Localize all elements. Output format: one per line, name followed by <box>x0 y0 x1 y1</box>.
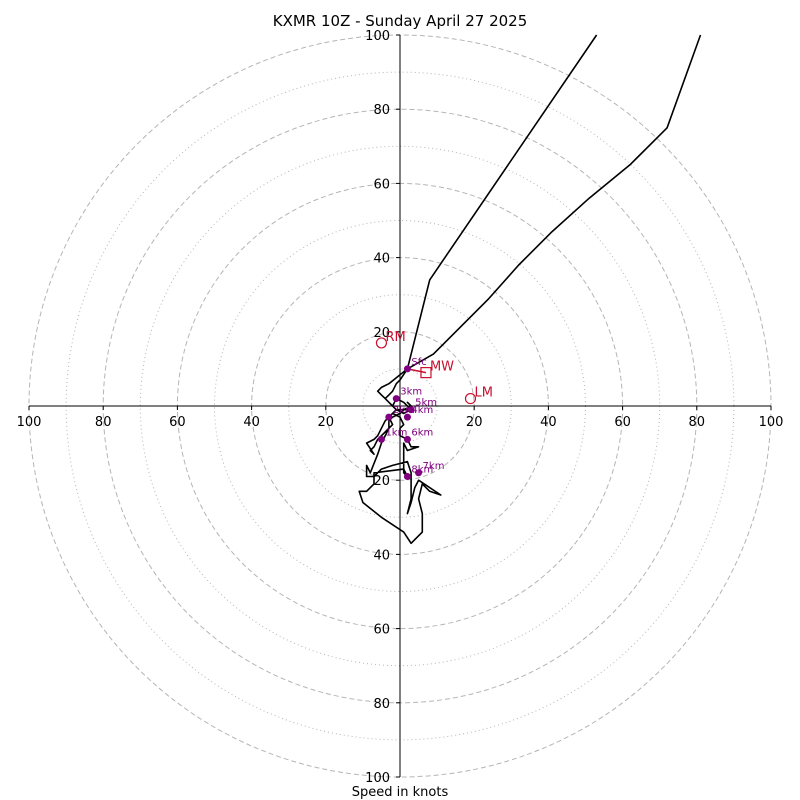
x-tick-label: 60 <box>169 415 186 430</box>
height-marker-label: 5km <box>415 398 437 409</box>
height-marker <box>415 469 423 477</box>
hodograph-line <box>358 34 702 545</box>
x-tick-label: 40 <box>540 415 557 430</box>
y-tick-label: 100 <box>365 29 390 44</box>
height-marker-label: 6km <box>411 427 433 438</box>
chart-title: KXMR 10Z - Sunday April 27 2025 <box>273 12 528 30</box>
height-marker <box>392 395 400 403</box>
y-tick-label: 20 <box>373 326 390 341</box>
storm-motion-marker <box>375 337 388 349</box>
x-tick-label: 100 <box>17 415 42 430</box>
y-tick-label: 80 <box>373 103 390 118</box>
height-marker <box>403 472 411 480</box>
hodograph-trace <box>358 34 702 545</box>
height-marker-label: 2km <box>393 405 415 416</box>
y-tick-label: 60 <box>373 177 390 192</box>
storm-motion-markers: RM MW LM <box>375 330 493 405</box>
height-marker <box>385 413 393 421</box>
storm-motion-marker <box>420 367 432 379</box>
x-tick-label: 80 <box>689 415 706 430</box>
height-marker-label: 1km <box>385 427 407 438</box>
height-marker-label: Sfc <box>411 357 426 368</box>
height-marker-label: 3km <box>400 387 422 398</box>
storm-motion-marker <box>464 392 477 405</box>
height-marker-label: 4km <box>411 405 433 416</box>
height-marker <box>403 413 411 421</box>
storm-motion-label: LM <box>474 386 492 401</box>
y-tick-label: 60 <box>373 623 390 638</box>
height-marker <box>403 365 411 373</box>
y-tick-label: 40 <box>373 548 390 563</box>
y-tick-label: 20 <box>373 474 390 489</box>
axes: 100 80 60 40 20 20 40 60 80 100 100 80 60 40 20 20 40 60 8… <box>17 29 784 786</box>
height-marker-label: 8km <box>411 464 433 475</box>
x-tick-label: 100 <box>759 415 784 430</box>
x-tick-label: 20 <box>466 415 483 430</box>
y-tick-label: 100 <box>365 771 390 786</box>
x-tick-label: 40 <box>243 415 260 430</box>
x-axis-label: Speed in knots <box>352 785 449 800</box>
y-tick-label: 80 <box>373 697 390 712</box>
x-tick-label: 60 <box>614 415 631 430</box>
y-tick-label: 40 <box>373 252 390 267</box>
x-tick-label: 80 <box>95 415 112 430</box>
storm-motion-label: RM <box>385 330 405 345</box>
height-marker <box>407 406 415 414</box>
x-tick-label: 20 <box>318 415 335 430</box>
height-marker <box>403 435 411 443</box>
height-marker-label: 7km <box>423 461 445 472</box>
height-marker <box>377 435 385 443</box>
storm-motion-label: MW <box>430 360 454 375</box>
